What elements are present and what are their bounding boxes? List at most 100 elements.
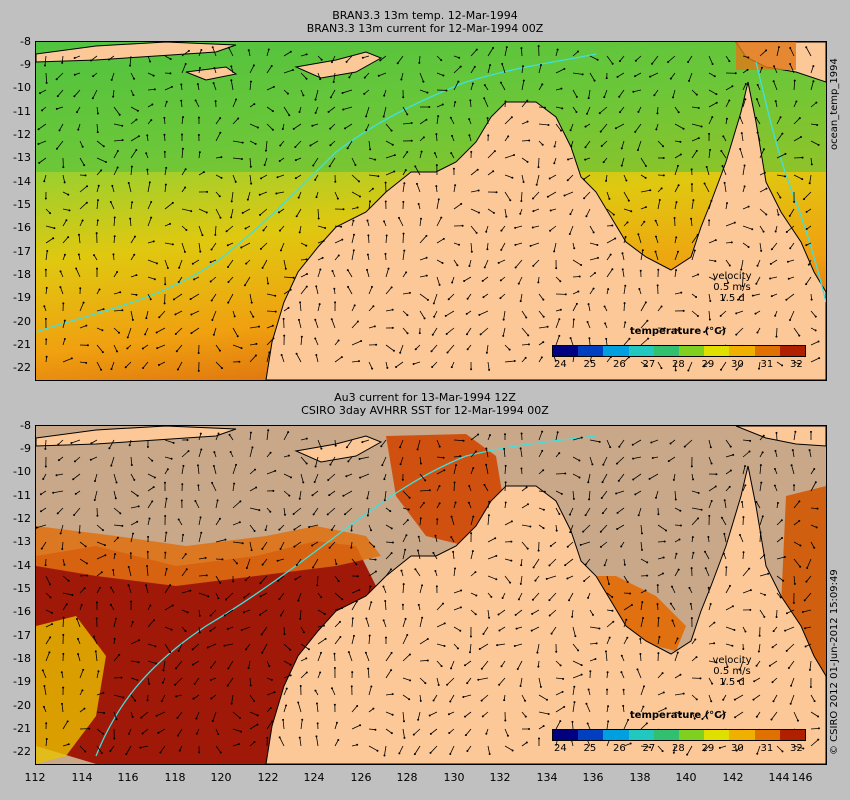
- velocity-arrow-head: [726, 665, 729, 668]
- velocity-arrow-head: [485, 463, 488, 466]
- velocity-arrow-head: [742, 516, 745, 519]
- velocity-arrow: [110, 604, 115, 611]
- velocity-arrow: [735, 327, 744, 335]
- velocity-arrow-head: [129, 217, 132, 220]
- velocity-arrow-head: [163, 150, 166, 153]
- velocity-arrow: [181, 465, 184, 475]
- velocity-arrow-head: [433, 315, 436, 318]
- velocity-arrow-head: [592, 231, 595, 234]
- velocity-arrow: [363, 89, 370, 95]
- velocity-arrow-head: [564, 293, 567, 296]
- velocity-arrow-head: [245, 262, 248, 265]
- x-tick: 134: [536, 771, 558, 784]
- velocity-arrow: [419, 275, 427, 278]
- velocity-arrow-head: [422, 501, 425, 504]
- velocity-arrow-head: [693, 249, 696, 252]
- velocity-arrow: [640, 250, 644, 261]
- velocity-arrow-head: [160, 700, 163, 703]
- velocity-arrow: [196, 711, 200, 719]
- velocity-arrow-head: [241, 141, 244, 144]
- velocity-arrow: [402, 549, 406, 560]
- velocity-arrow: [504, 208, 507, 217]
- velocity-arrow-head: [221, 558, 224, 561]
- velocity-arrow: [564, 558, 574, 566]
- velocity-arrow-head: [662, 174, 665, 177]
- velocity-arrow-head: [558, 452, 561, 455]
- velocity-arrow-head: [817, 143, 820, 146]
- velocity-arrow-head: [542, 315, 545, 318]
- velocity-arrow: [398, 217, 404, 227]
- velocity-arrow-head: [299, 684, 302, 687]
- velocity-arrow: [485, 464, 489, 475]
- velocity-arrow: [415, 569, 421, 577]
- velocity-arrow-head: [735, 312, 738, 315]
- velocity-arrow-head: [535, 183, 538, 186]
- velocity-arrow: [113, 139, 123, 142]
- velocity-arrow-head: [137, 505, 140, 508]
- velocity-arrow-head: [402, 96, 405, 99]
- velocity-arrow-head: [356, 206, 359, 209]
- velocity-arrow-head: [577, 50, 580, 53]
- velocity-arrow: [617, 507, 625, 514]
- velocity-arrow-head: [261, 563, 264, 566]
- velocity-arrow-head: [302, 631, 305, 634]
- velocity-arrow-head: [793, 200, 796, 203]
- velocity-arrow: [401, 72, 404, 80]
- colorbar-segment: [603, 730, 629, 740]
- velocity-arrow: [637, 669, 642, 679]
- velocity-arrow-head: [719, 330, 722, 333]
- velocity-arrow-head: [654, 235, 657, 238]
- velocity-arrow-head: [618, 445, 621, 448]
- y-tick-bottom: -8: [20, 419, 31, 432]
- velocity-arrow-head: [679, 524, 682, 527]
- velocity-arrow: [606, 208, 615, 215]
- velocity-arrow: [686, 745, 693, 755]
- velocity-arrow-head: [266, 736, 269, 739]
- velocity-arrow: [249, 524, 255, 532]
- velocity-arrow-head: [643, 220, 646, 223]
- velocity-arrow: [605, 338, 608, 346]
- velocity-arrow: [261, 626, 268, 635]
- velocity-arrow-head: [790, 684, 793, 687]
- velocity-arrow-head: [697, 273, 700, 276]
- velocity-arrow-head: [522, 79, 525, 82]
- velocity-arrow: [299, 490, 302, 499]
- velocity-arrow-head: [95, 232, 98, 235]
- velocity-arrow: [266, 49, 270, 57]
- velocity-arrow-head: [553, 162, 556, 165]
- velocity-arrow-head: [326, 513, 329, 516]
- velocity-arrow: [164, 202, 174, 210]
- velocity-arrow-head: [337, 738, 340, 741]
- velocity-arrow-head: [62, 686, 65, 689]
- colorbar-segment: [779, 346, 806, 356]
- velocity-arrow-head: [67, 193, 70, 196]
- velocity-arrow-head: [422, 80, 425, 83]
- velocity-arrow: [164, 626, 172, 631]
- velocity-arrow-head: [387, 267, 390, 270]
- velocity-arrow: [351, 321, 359, 329]
- velocity-arrow: [249, 157, 252, 167]
- velocity-arrow-head: [715, 661, 718, 664]
- velocity-arrow: [125, 745, 132, 755]
- velocity-arrow-head: [295, 215, 298, 218]
- velocity-arrow-head: [731, 85, 734, 88]
- velocity-arrow: [435, 535, 438, 543]
- velocity-arrow: [127, 327, 132, 338]
- velocity-arrow-head: [443, 645, 446, 648]
- velocity-arrow: [211, 482, 217, 492]
- velocity-arrow-head: [669, 442, 672, 445]
- velocity-arrow: [572, 437, 582, 441]
- velocity-arrow-head: [184, 168, 187, 171]
- velocity-arrow-head: [305, 437, 308, 440]
- velocity-arrow: [436, 677, 440, 686]
- velocity-arrow-head: [249, 80, 252, 83]
- velocity-arrow-head: [330, 687, 333, 690]
- velocity-arrow: [262, 259, 268, 269]
- velocity-arrow: [61, 541, 64, 550]
- velocity-arrow: [193, 694, 200, 699]
- velocity-arrow-head: [330, 318, 333, 321]
- velocity-arrow-head: [687, 369, 690, 372]
- velocity-arrow: [419, 677, 426, 684]
- velocity-arrow: [198, 242, 201, 252]
- velocity-arrow-head: [84, 545, 87, 548]
